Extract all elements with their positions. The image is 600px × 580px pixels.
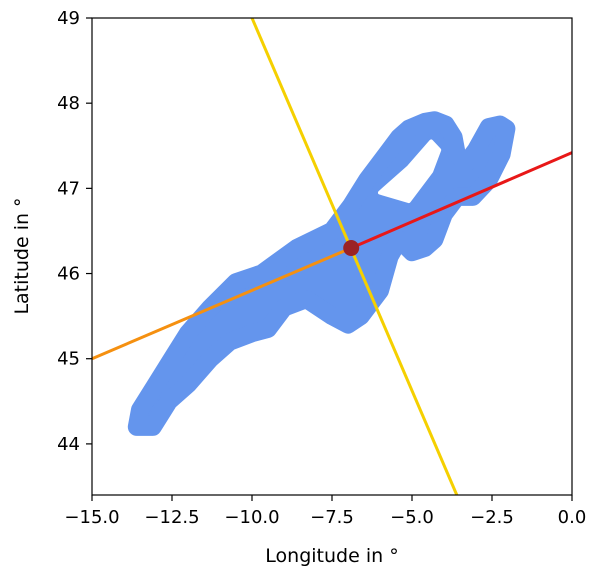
y-tick-label: 44 bbox=[57, 434, 80, 455]
x-tick-label: −5.0 bbox=[390, 507, 434, 528]
y-tick-label: 46 bbox=[57, 264, 80, 285]
y-tick-label: 48 bbox=[57, 93, 80, 114]
plot-area bbox=[92, 18, 572, 495]
y-tick-label: 45 bbox=[57, 349, 80, 370]
x-axis-ticks: −15.0 −12.5 −10.0 −7.5 −5.0 −2.5 0.0 bbox=[64, 495, 586, 528]
y-axis-ticks: 44 45 46 47 48 49 bbox=[57, 8, 92, 455]
x-axis-title: Longitude in ° bbox=[265, 545, 398, 567]
point-cloud bbox=[127, 111, 516, 436]
center-marker-layer bbox=[343, 240, 360, 256]
red-line bbox=[350, 151, 572, 250]
center-point bbox=[343, 240, 360, 256]
y-tick-label: 49 bbox=[57, 8, 80, 29]
y-tick-label: 47 bbox=[57, 178, 80, 199]
y-axis-title: Latitude in ° bbox=[11, 197, 33, 314]
x-tick-label: −7.5 bbox=[310, 507, 354, 528]
yellow-line bbox=[250, 18, 459, 495]
x-tick-label: −10.0 bbox=[224, 507, 279, 528]
x-tick-label: −15.0 bbox=[64, 507, 119, 528]
point-cloud-gap bbox=[378, 139, 442, 204]
x-tick-label: 0.0 bbox=[558, 507, 587, 528]
x-tick-label: −12.5 bbox=[144, 507, 199, 528]
x-tick-label: −2.5 bbox=[470, 507, 514, 528]
orange-line bbox=[92, 246, 352, 361]
fitted-lines bbox=[92, 18, 572, 495]
